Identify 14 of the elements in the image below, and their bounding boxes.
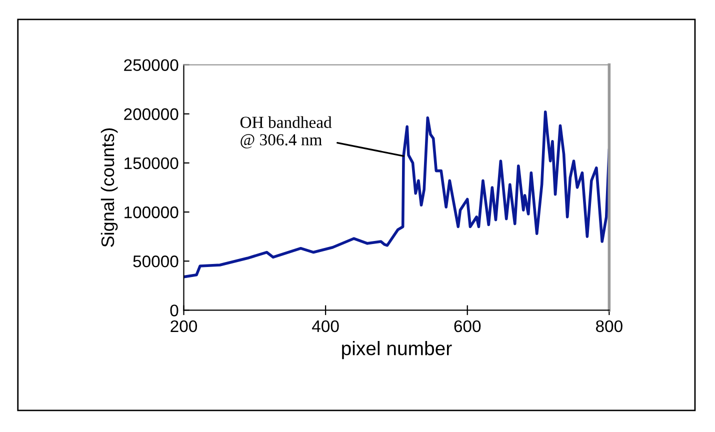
x-tick-label: 400	[312, 320, 339, 332]
y-axis-title: Signal (counts)	[100, 128, 118, 247]
x-tick-label: 800	[596, 320, 622, 332]
annotation: OH bandhead @ 306.4 nm	[240, 116, 332, 148]
y-tick-label: 0	[170, 304, 178, 316]
x-tick-label: 200	[170, 320, 198, 332]
x-tick-label: 600	[454, 320, 481, 332]
y-tick-label: 50000	[133, 256, 178, 268]
line-series	[184, 110, 610, 278]
y-tick-label: 150000	[124, 157, 178, 170]
x-axis-title: pixel number	[342, 340, 452, 360]
y-tick-label: 100000	[124, 206, 178, 218]
y-tick-label: 250000	[124, 59, 178, 72]
y-tick-label: 200000	[124, 108, 178, 120]
